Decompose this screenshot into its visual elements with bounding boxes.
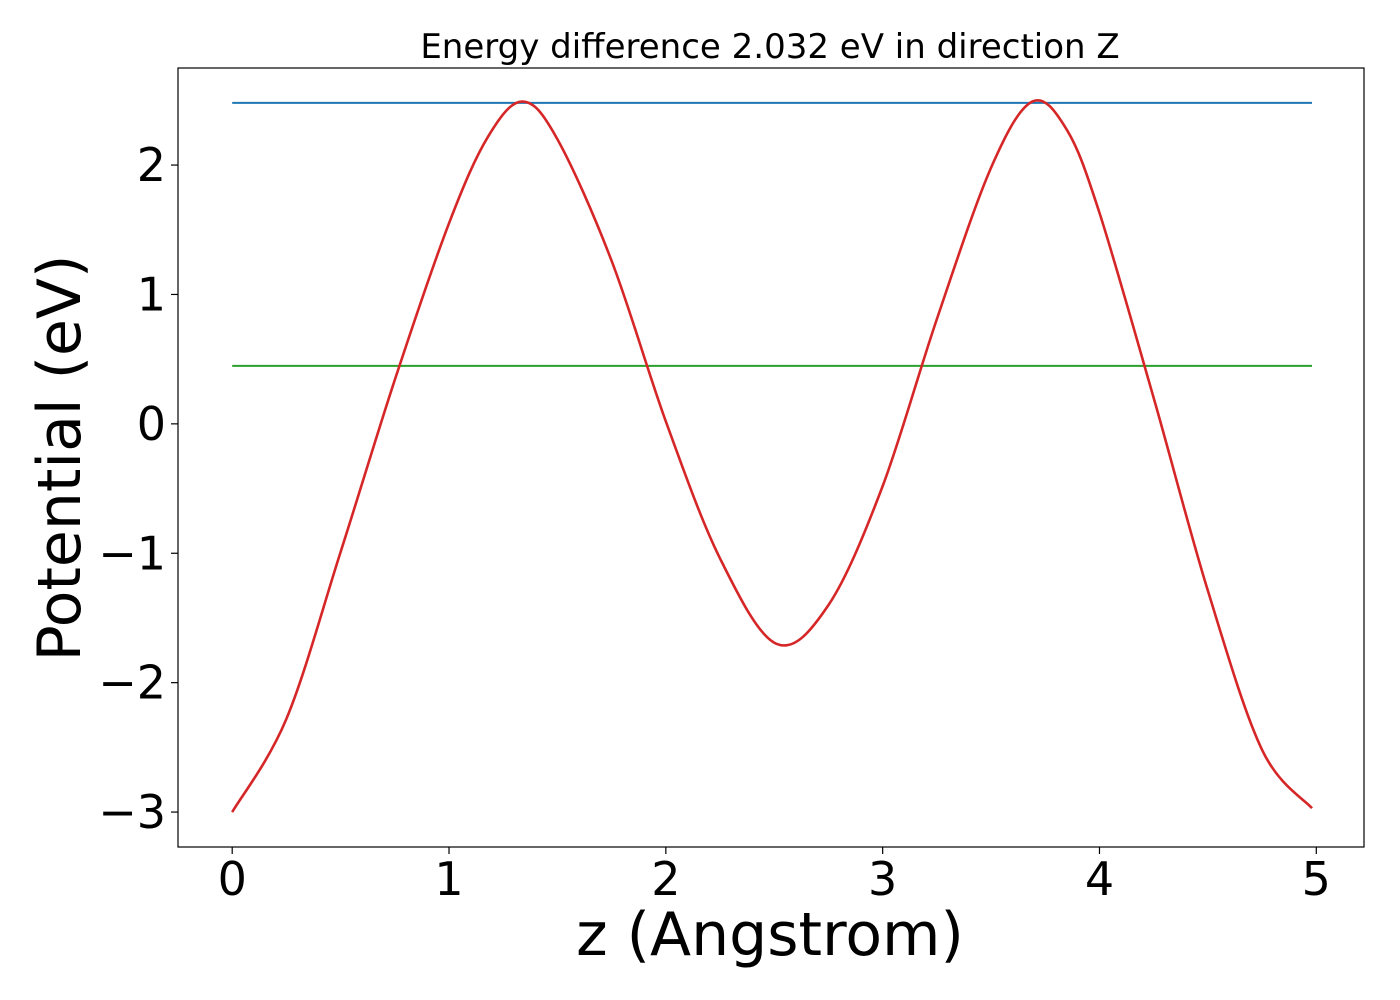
y-axis-label: Potential (eV) (25, 255, 95, 662)
y-axis-ticks: −3 −2 −1 0 1 2 (98, 138, 178, 839)
y-tick-label: 1 (137, 267, 166, 321)
chart-title: Energy difference 2.032 eV in direction … (420, 27, 1119, 67)
y-tick-label: 0 (137, 397, 166, 451)
x-tick-label: 1 (434, 852, 463, 906)
y-tick-label: −2 (98, 656, 166, 710)
y-tick-label: 2 (137, 138, 166, 192)
series-line-1 (231, 98, 1313, 813)
plot-area-frame (177, 67, 1365, 848)
x-axis-label: z (Angstrom) (576, 900, 964, 970)
x-tick-label: 3 (868, 852, 897, 906)
series-lines (231, 98, 1313, 813)
x-tick-label: 5 (1302, 852, 1331, 906)
x-tick-label: 0 (218, 852, 247, 906)
y-tick-label: −3 (98, 785, 166, 839)
x-tick-label: 2 (651, 852, 680, 906)
x-tick-label: 4 (1085, 852, 1114, 906)
x-axis-ticks: 0 1 2 3 4 5 (218, 847, 1331, 906)
y-tick-label: −1 (98, 526, 166, 580)
